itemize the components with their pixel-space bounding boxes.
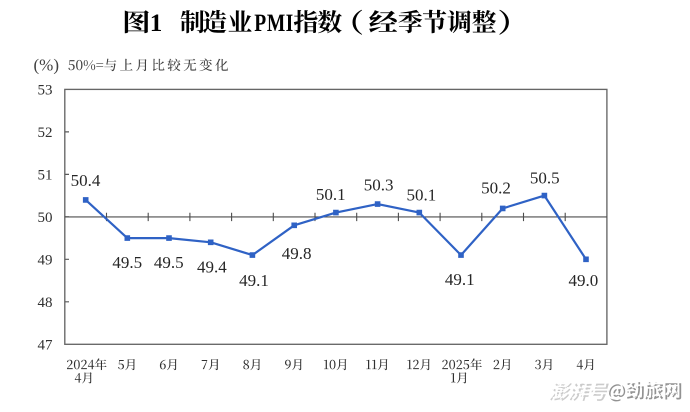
svg-text:52: 52 [38,125,53,141]
svg-text:53: 53 [38,83,53,99]
svg-text:50.5: 50.5 [530,169,560,188]
svg-text:50.1: 50.1 [407,186,437,205]
svg-text:49: 49 [38,253,53,269]
svg-text:50.2: 50.2 [481,179,511,198]
svg-text:49.1: 49.1 [239,271,269,290]
svg-text:47: 47 [38,338,54,354]
svg-text:50.4: 50.4 [71,171,101,190]
svg-text:50: 50 [38,210,53,226]
svg-text:51: 51 [38,168,53,184]
svg-text:49.5: 49.5 [154,253,184,272]
svg-text:49.5: 49.5 [112,253,142,272]
svg-text:49.1: 49.1 [445,270,475,289]
svg-text:49.0: 49.0 [569,271,599,290]
svg-text:49.8: 49.8 [282,244,312,263]
svg-text:50.3: 50.3 [364,176,394,195]
svg-text:50.1: 50.1 [316,185,346,204]
svg-text:48: 48 [38,295,53,311]
svg-text:(%): (%) [34,56,59,75]
svg-text:49.4: 49.4 [197,257,227,276]
